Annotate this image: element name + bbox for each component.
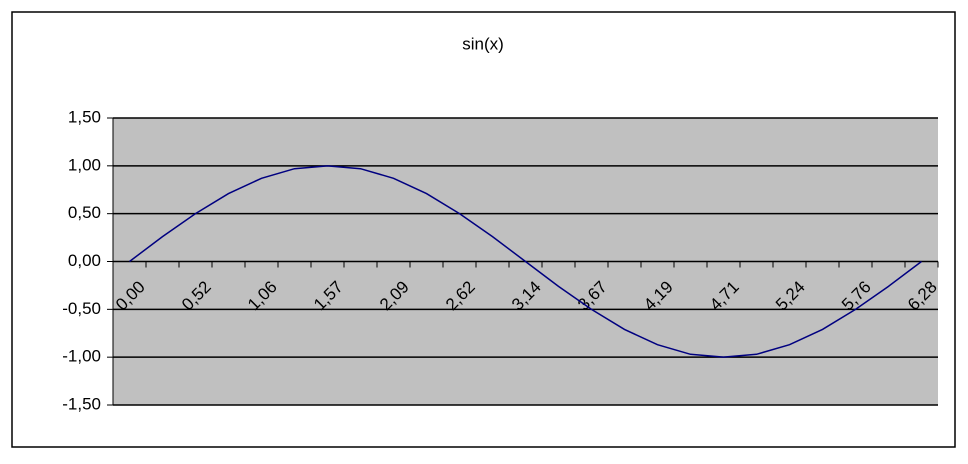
line-series [129,165,922,358]
y-tick-label: 0,50 [68,203,101,222]
y-tick-label: -0,50 [62,299,101,318]
y-tick-label: 1,50 [68,107,101,126]
chart-title: sin(x) [462,34,504,53]
y-tick-label: 1,00 [68,155,101,174]
y-tick-label: -1,50 [62,394,101,413]
y-tick-label: -1,00 [62,347,101,366]
y-tick-label: 0,00 [68,251,101,270]
